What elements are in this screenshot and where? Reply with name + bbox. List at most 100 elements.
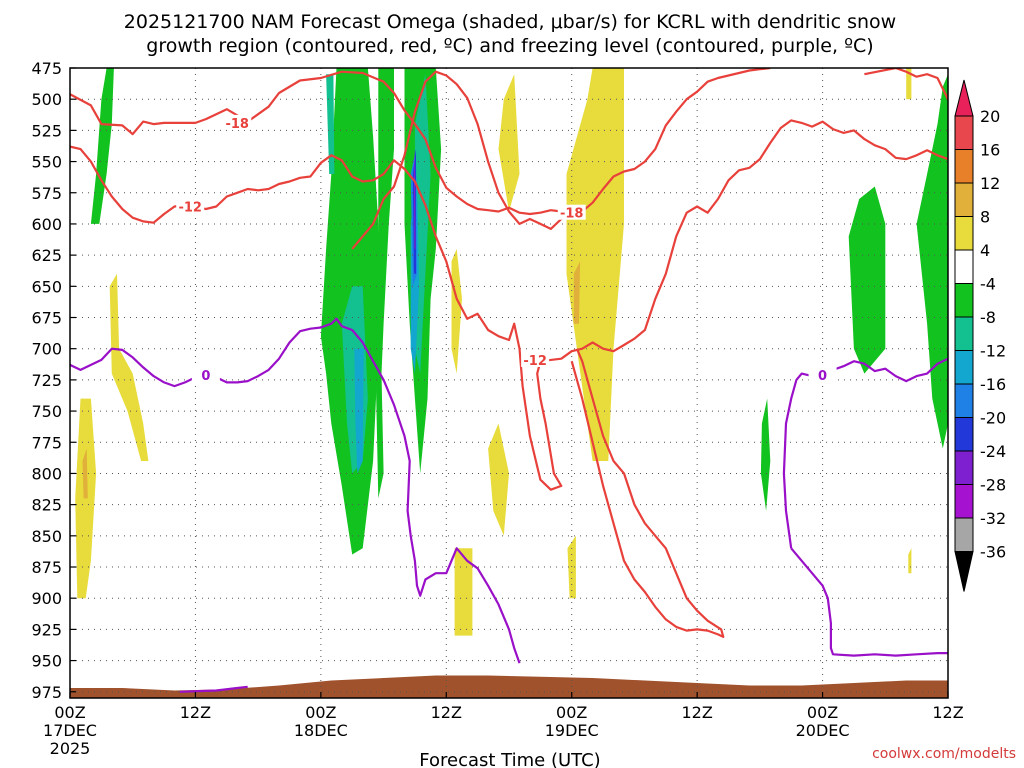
colorbar-label: 12 [980,174,1000,193]
colorbar-segment [954,417,974,452]
y-axis: 475 500 525 550 575 600 625 650 675 700 725 750 775 8… [31,59,76,702]
y-tick-label: 475 [31,59,62,78]
dgz-label-bg [557,204,586,220]
plot-frame [69,67,949,699]
y-tick-label: 950 [31,652,62,671]
y-tick-label: 525 [31,121,62,140]
freezing-contour-line [790,547,948,657]
colorbar-label: 4 [980,241,990,260]
y-tick-label: 725 [31,371,62,390]
omega-region-4 [451,248,462,374]
freezing-contour-line [179,685,248,693]
plot-clipped: -18 -12 -18 -12 0 0 [70,68,948,698]
x-tick-label: 12Z [932,703,963,722]
plot-area: -18 -12 -18 -12 0 0 [69,67,949,699]
x-tick-label: 12Z [431,703,462,722]
y-tick-label: 850 [31,527,62,546]
terrain-surface [70,675,948,698]
omega-region--8 [916,74,948,449]
colorbar-segment [954,316,974,351]
omega-region-4 [566,68,624,461]
colorbar-segment [954,383,974,418]
colorbar-label: 20 [980,107,1000,126]
colorbar-segment [954,216,974,251]
colorbar-label: -36 [980,543,1006,562]
colorbar-segment [954,115,974,150]
y-tick-label: 700 [31,340,62,359]
x-tick-date: 18DEC [294,721,348,740]
y-tick-label: 550 [31,153,62,172]
freezing-label-bg [191,366,220,382]
omega-region-8 [82,448,88,499]
omega-region-4 [498,74,520,212]
colorbar-label: -24 [980,442,1006,461]
omega-region-4 [454,548,473,636]
omega-region-8 [573,261,581,324]
dgz-contour-line [864,68,948,100]
dgz-label-bg [176,198,205,214]
colorbar-label: -12 [980,342,1006,361]
dgz-label-bg [521,351,550,367]
y-tick-label: 925 [31,620,62,639]
omega-region--12 [414,74,431,374]
colorbar-label: -28 [980,476,1006,495]
x-tick-date: 17DEC [43,721,97,740]
y-tick-label: 575 [31,184,62,203]
colorbar-segment [954,484,974,519]
x-tick-date: 19DEC [545,721,599,740]
dgz-contour-label: -12 [178,200,202,215]
colorbar-label: 16 [980,141,1000,160]
omega-region--8 [848,186,886,374]
y-tick-label: 650 [31,277,62,296]
colorbar-label: 8 [980,208,990,227]
y-tick-label: 875 [31,558,62,577]
x-tick-label: 00Z [556,703,587,722]
freezing-contour-label: 0 [818,369,827,384]
x-axis-title: Forecast Time (UTC) [419,750,600,768]
colorbar-bottom-arrow [954,551,974,592]
credit-link[interactable]: coolwx.com/modelts [872,746,1016,762]
freezing-contour-line [782,357,948,549]
y-tick-label: 975 [31,683,62,702]
y-tick-label: 500 [31,90,62,109]
y-tick-label: 625 [31,246,62,265]
freezing-contour-line [70,317,521,664]
y-tick-label: 675 [31,309,62,328]
x-tick-label: 00Z [54,703,85,722]
colorbar-top-arrow [954,79,974,117]
colorbar-segment [954,249,974,284]
y-tick-label: 600 [31,215,62,234]
dgz-contour-label: -12 [523,354,547,369]
chart-title-line1: 2025121700 NAM Forecast Omega (shaded, μ… [124,11,896,33]
chart-title-line2: growth region (contoured, red, ºC) and f… [146,35,873,57]
colorbar-segment [954,350,974,385]
x-tick-year: 2025 [50,739,91,758]
x-tick-label: 12Z [681,703,712,722]
colorbar-label: -32 [980,509,1006,528]
x-tick-date: 20DEC [796,721,850,740]
y-tick-label: 900 [31,589,62,608]
dgz-contour-line [570,348,725,639]
omega-region-4 [906,68,912,100]
omega-region--8 [375,68,394,499]
omega-region--28 [413,149,416,249]
y-tick-label: 800 [31,464,62,483]
omega-region-4 [908,548,912,574]
dgz-contour-label: -18 [225,117,249,132]
omega-region-4 [488,423,509,536]
colorbar-segment [954,149,974,184]
colorbar-label: -4 [980,275,996,294]
freezing-contour-label: 0 [201,369,210,384]
omega-region--8 [760,398,771,511]
omega-region-4 [75,398,97,599]
dgz-contour-line [70,119,948,491]
omega-colorbar: 20 16 12 8 4 -4 -8 -12 -16 -20 -24 -28 -32 -36 [954,79,1006,592]
omega-region--8 [90,68,114,224]
colorbar-segment [954,283,974,318]
y-tick-label: 750 [31,402,62,421]
dgz-contour-label: -18 [560,207,584,222]
freezing-label-bg [808,366,837,382]
x-tick-label: 00Z [305,703,336,722]
x-tick-label: 12Z [180,703,211,722]
